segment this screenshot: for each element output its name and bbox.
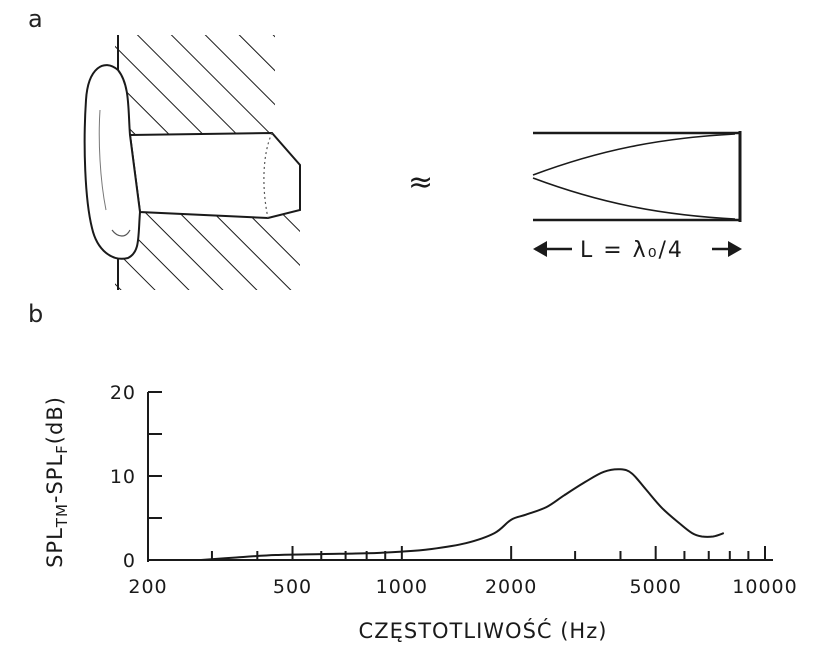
quarter-wave-tube (532, 131, 742, 222)
x-tick-label: 5000 (629, 576, 681, 598)
series-line (201, 468, 725, 561)
ear-canal-sketch (83, 35, 301, 290)
x-tick-label: 2000 (485, 576, 537, 598)
pressure-envelope-lower (532, 177, 736, 220)
x-tick-label: 500 (273, 576, 312, 598)
panel-label-b: b (28, 300, 43, 328)
y-axis-title-part2: -SPL (43, 454, 67, 503)
y-axis-title-sub1: TM (53, 503, 71, 528)
right-arrow-icon (728, 241, 742, 257)
y-tick-label: 20 (110, 382, 136, 404)
pressure-envelope-upper (532, 133, 736, 176)
y-axis-title: SPLTM-SPLF(dB) (43, 396, 71, 568)
frequency-response-chart: 0 10 20 200 500 1000 2000 5000 10000 SPLTM-SPLF… (43, 382, 797, 643)
length-label: L = λ₀/4 (580, 238, 684, 263)
x-tick-label: 1000 (376, 576, 428, 598)
approx-symbol: ≈ (408, 165, 433, 200)
y-tick-label: 10 (110, 466, 136, 488)
x-axis-title: CZĘSTOTLIWOŚĆ (Hz) (359, 618, 608, 643)
y-axis-title-sub2: F (53, 444, 71, 454)
length-annotation: L = λ₀/4 (533, 238, 742, 263)
x-tick-label: 10000 (732, 576, 797, 598)
y-axis-title-part1: SPL (43, 527, 67, 568)
left-arrow-icon (533, 241, 547, 257)
y-ticks: 0 10 20 (110, 382, 162, 572)
y-axis-title-part3: (dB) (43, 396, 67, 444)
panel-label-a: a (28, 5, 43, 33)
x-tick-label: 200 (128, 576, 167, 598)
y-tick-label: 0 (123, 550, 136, 572)
x-ticks: 200 500 1000 2000 5000 10000 (128, 546, 797, 598)
